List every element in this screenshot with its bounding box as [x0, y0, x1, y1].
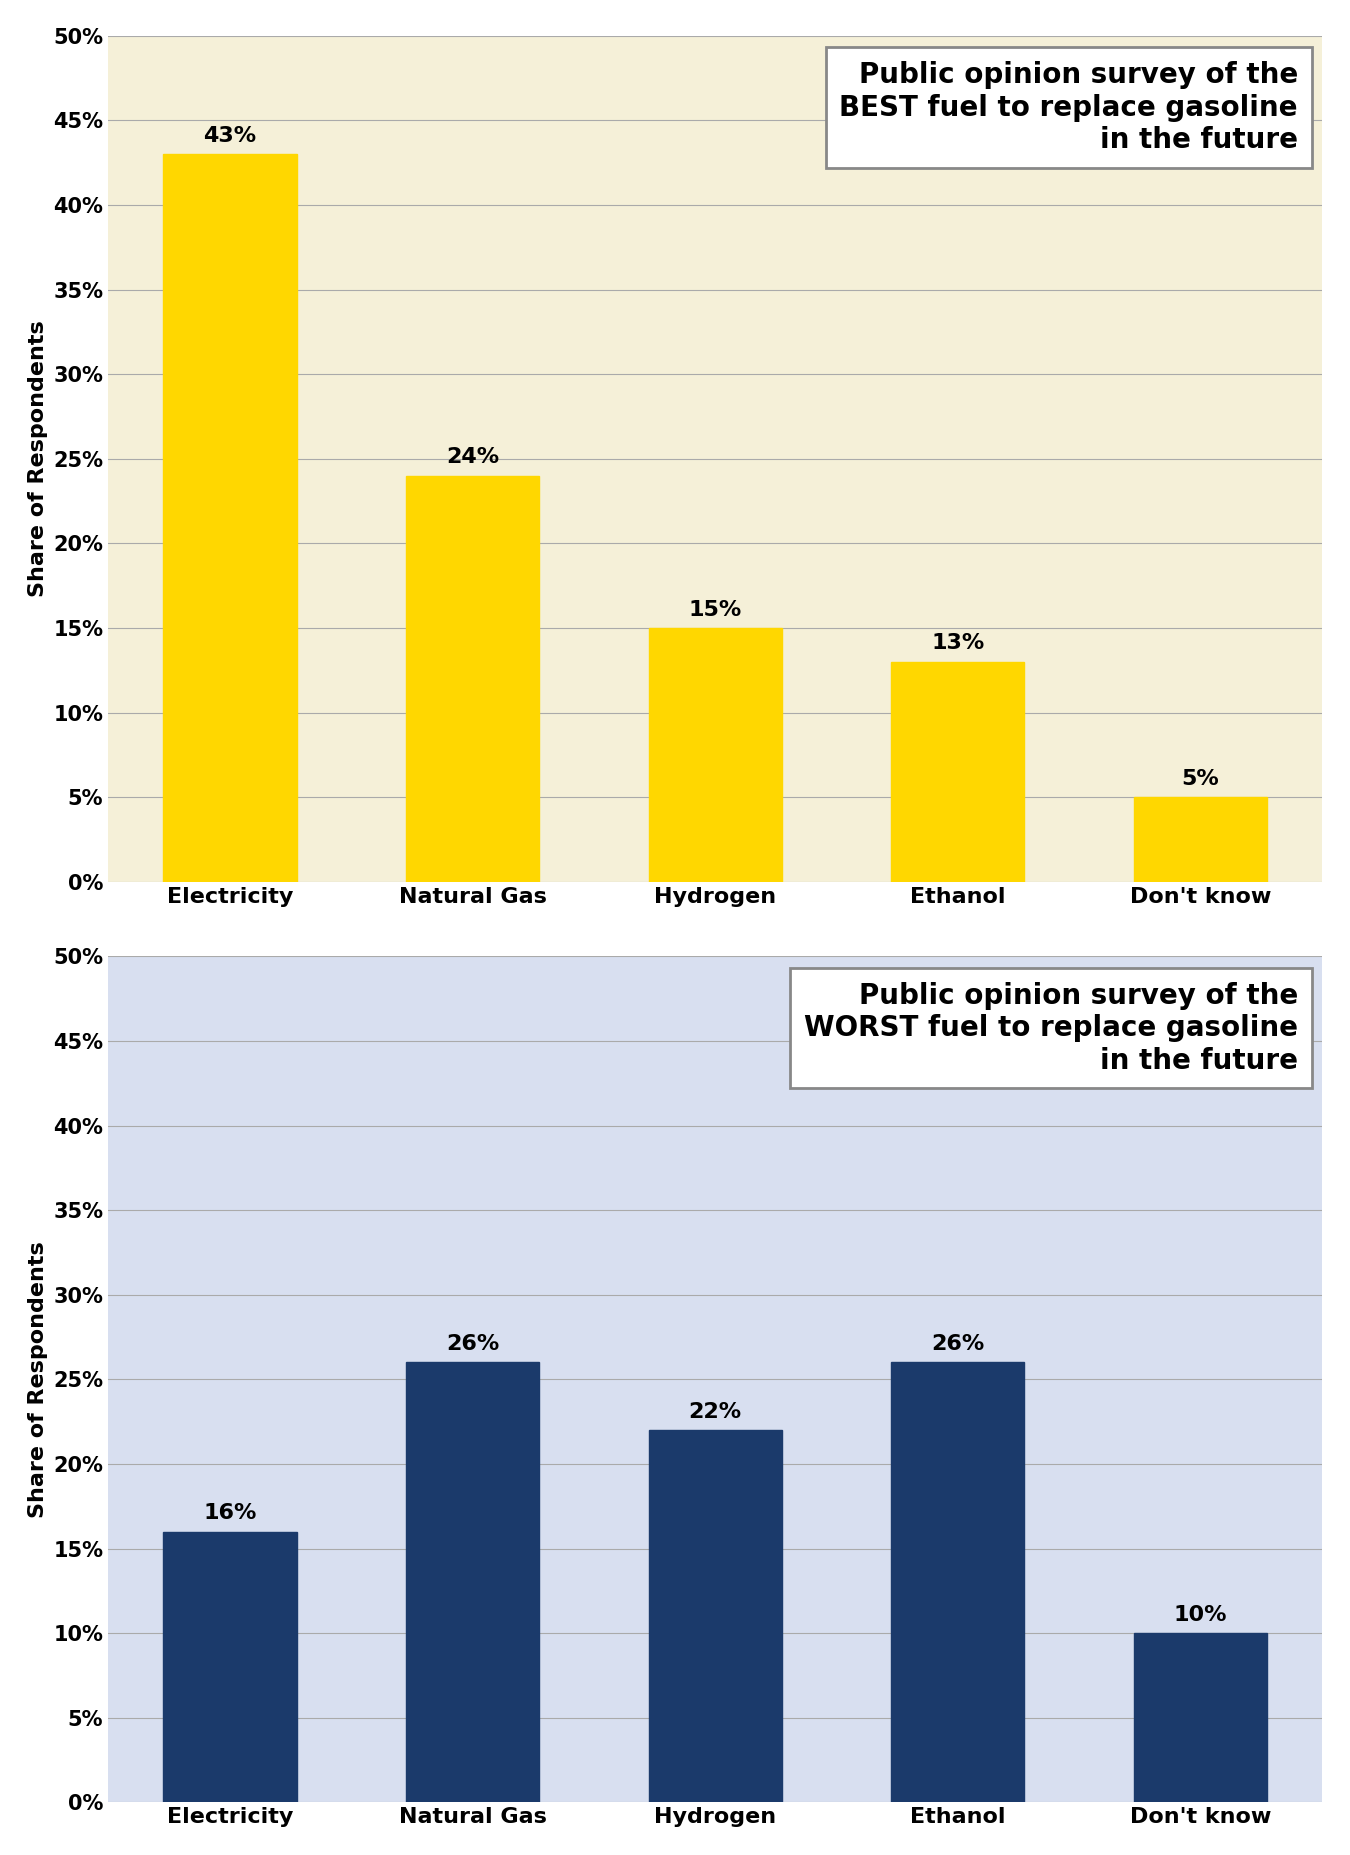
Bar [1134, 1632, 1268, 1803]
Text: 26%: 26% [931, 1334, 984, 1354]
Text: 43%: 43% [204, 126, 256, 147]
Bar [406, 475, 540, 881]
Bar [648, 1430, 782, 1803]
Bar [1134, 798, 1268, 881]
Text: 13%: 13% [931, 633, 984, 653]
Text: Public opinion survey of the
BEST fuel to replace gasoline
in the future: Public opinion survey of the BEST fuel t… [840, 61, 1297, 154]
Bar [163, 154, 297, 881]
Bar [891, 1362, 1025, 1803]
Bar [891, 662, 1025, 881]
Text: 22%: 22% [688, 1402, 741, 1421]
Y-axis label: Share of Respondents: Share of Respondents [28, 321, 47, 597]
Bar [163, 1532, 297, 1803]
Y-axis label: Share of Respondents: Share of Respondents [28, 1241, 47, 1517]
Text: 24%: 24% [446, 447, 500, 467]
Text: 15%: 15% [688, 599, 742, 620]
Bar [406, 1362, 540, 1803]
Text: 5%: 5% [1181, 768, 1219, 788]
Text: Public opinion survey of the
WORST fuel to replace gasoline
in the future: Public opinion survey of the WORST fuel … [805, 981, 1297, 1074]
Text: 10%: 10% [1173, 1605, 1227, 1625]
Text: 26%: 26% [446, 1334, 500, 1354]
Bar [648, 629, 782, 881]
Text: 16%: 16% [204, 1503, 256, 1523]
